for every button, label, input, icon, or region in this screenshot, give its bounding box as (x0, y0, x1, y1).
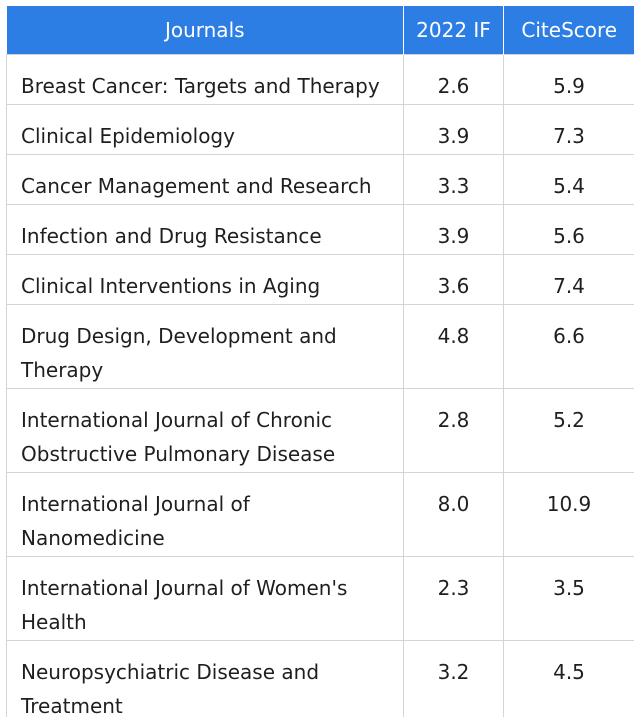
journal-metrics-table: Journals 2022 IF CiteScore Breast Cancer… (6, 6, 634, 717)
journal-name-cell: Infection and Drug Resistance (6, 204, 404, 255)
citescore-cell: 5.4 (503, 154, 634, 205)
citescore-cell: 7.4 (503, 254, 634, 305)
header-journals[interactable]: Journals (6, 6, 404, 55)
table-row: International Journal of Women's Health … (6, 556, 634, 641)
impact-factor-cell: 3.6 (403, 254, 504, 305)
impact-factor-cell: 2.3 (403, 556, 504, 641)
impact-factor-cell: 3.3 (403, 154, 504, 205)
table-row: Clinical Epidemiology 3.9 7.3 (6, 104, 634, 155)
journal-name-cell: Drug Design, Development and Therapy (6, 304, 404, 389)
table-row: Infection and Drug Resistance 3.9 5.6 (6, 204, 634, 255)
table-row: Clinical Interventions in Aging 3.6 7.4 (6, 254, 634, 305)
journal-name-cell: Neuropsychiatric Disease and Treatment (6, 640, 404, 717)
table-row: Drug Design, Development and Therapy 4.8… (6, 304, 634, 389)
table-row: International Journal of Nanomedicine 8.… (6, 472, 634, 557)
journal-name-cell: International Journal of Chronic Obstruc… (6, 388, 404, 473)
journal-name-cell: International Journal of Nanomedicine (6, 472, 404, 557)
impact-factor-cell: 8.0 (403, 472, 504, 557)
impact-factor-cell: 2.6 (403, 54, 504, 105)
citescore-cell: 3.5 (503, 556, 634, 641)
table-body: Breast Cancer: Targets and Therapy 2.6 5… (6, 54, 634, 717)
journal-name-cell: International Journal of Women's Health (6, 556, 404, 641)
impact-factor-cell: 3.9 (403, 104, 504, 155)
impact-factor-cell: 3.2 (403, 640, 504, 717)
journal-name-cell: Clinical Epidemiology (6, 104, 404, 155)
table-row: Breast Cancer: Targets and Therapy 2.6 5… (6, 54, 634, 105)
citescore-cell: 6.6 (503, 304, 634, 389)
impact-factor-cell: 2.8 (403, 388, 504, 473)
header-citescore[interactable]: CiteScore (503, 6, 634, 55)
journal-name-cell: Cancer Management and Research (6, 154, 404, 205)
impact-factor-cell: 4.8 (403, 304, 504, 389)
citescore-cell: 4.5 (503, 640, 634, 717)
table-row: International Journal of Chronic Obstruc… (6, 388, 634, 473)
journal-metrics-table-container: Journals 2022 IF CiteScore Breast Cancer… (6, 6, 634, 717)
citescore-cell: 5.2 (503, 388, 634, 473)
table-row: Cancer Management and Research 3.3 5.4 (6, 154, 634, 205)
citescore-cell: 10.9 (503, 472, 634, 557)
table-row: Neuropsychiatric Disease and Treatment 3… (6, 640, 634, 717)
table-header: Journals 2022 IF CiteScore (6, 6, 634, 55)
header-2022-if[interactable]: 2022 IF (403, 6, 504, 55)
journal-name-cell: Clinical Interventions in Aging (6, 254, 404, 305)
journal-name-cell: Breast Cancer: Targets and Therapy (6, 54, 404, 105)
impact-factor-cell: 3.9 (403, 204, 504, 255)
citescore-cell: 7.3 (503, 104, 634, 155)
citescore-cell: 5.9 (503, 54, 634, 105)
citescore-cell: 5.6 (503, 204, 634, 255)
header-row: Journals 2022 IF CiteScore (6, 6, 634, 55)
